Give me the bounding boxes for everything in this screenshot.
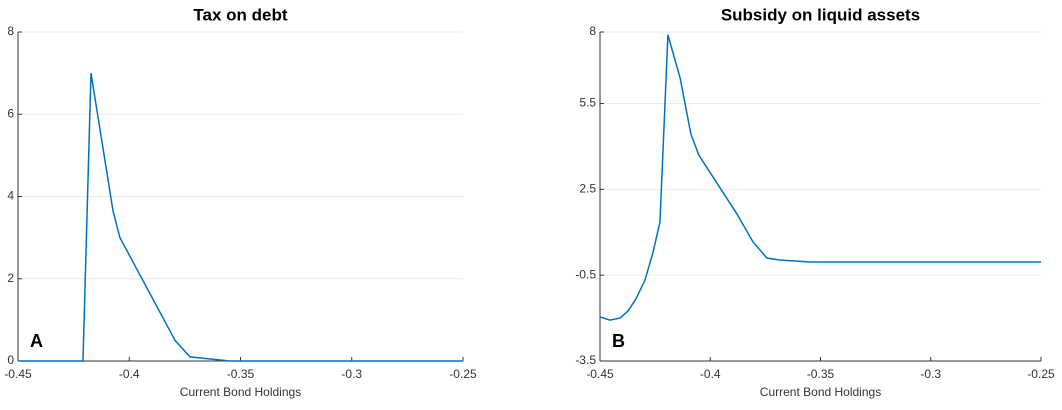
y-tick-label: 6 — [7, 106, 14, 120]
x-tick-label: -0.3 — [920, 367, 941, 381]
panel-label: B — [612, 331, 625, 351]
x-tick-label: -0.4 — [119, 367, 140, 381]
y-tick-label: 0 — [7, 353, 14, 367]
y-tick-label: 8 — [589, 24, 596, 38]
x-tick-label: -0.35 — [227, 367, 255, 381]
x-tick-label: -0.3 — [341, 367, 362, 381]
y-tick-label: 4 — [7, 189, 14, 203]
y-tick-label: 8 — [7, 24, 14, 38]
x-tick-label: -0.35 — [807, 367, 835, 381]
y-tick-label: 2 — [7, 271, 14, 285]
line-series — [599, 34, 1041, 321]
line-series — [18, 73, 463, 362]
x-tick-label: -0.45 — [4, 367, 32, 381]
x-tick-label: -0.4 — [700, 367, 721, 381]
y-tick-label: 5.5 — [579, 96, 596, 110]
x-tick-label: -0.45 — [586, 367, 614, 381]
x-tick-label: -0.25 — [1027, 367, 1055, 381]
y-tick-label: -3.5 — [575, 353, 596, 367]
x-axis-label: Current Bond Holdings — [180, 385, 301, 399]
x-axis-label: Current Bond Holdings — [760, 385, 881, 399]
x-tick-label: -0.25 — [449, 367, 477, 381]
y-tick-label: -0.5 — [575, 267, 596, 281]
chart-title: Subsidy on liquid assets — [721, 5, 920, 24]
y-tick-label: 2.5 — [579, 182, 596, 196]
panel-label: A — [30, 331, 43, 351]
chart-title: Tax on debt — [193, 5, 287, 24]
